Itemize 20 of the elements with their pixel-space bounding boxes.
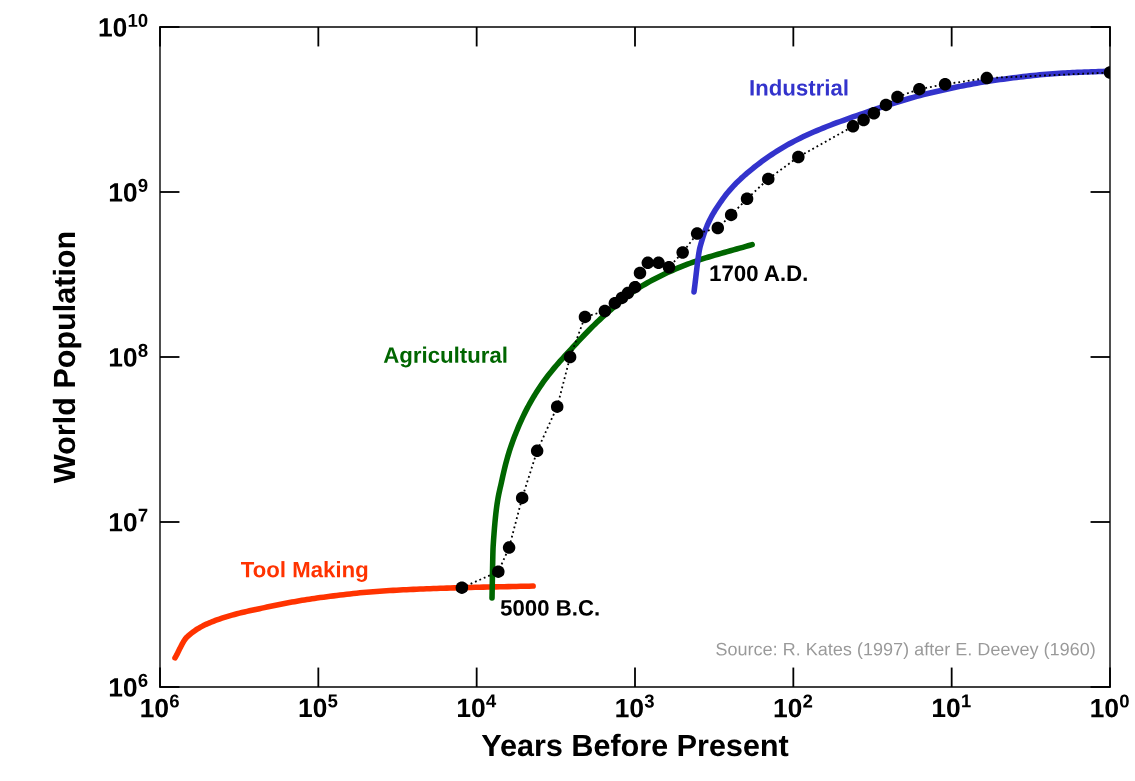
- annotation: 5000 B.C.: [500, 600, 599, 616]
- y-tick-label: 10$^{6}$: [109, 673, 148, 697]
- x-tick-label: 10$^{1}$: [933, 694, 971, 718]
- x-tick-label: 10$^{4}$: [458, 694, 497, 718]
- x-tick-label: 10$^{6}$: [141, 694, 179, 718]
- series-label: Tool Making: [241, 561, 368, 582]
- x-tick-label: 10$^{5}$: [299, 694, 338, 718]
- series-label: Agricultural: [383, 346, 507, 368]
- x-axis-title: Years Before Present: [481, 733, 789, 757]
- y-tick-label: 10$^{9}$: [109, 178, 148, 202]
- annotation: 1700 A.D.: [710, 265, 807, 282]
- y-tick-label: 10$^{8}$: [109, 343, 148, 367]
- y-tick-label: 10$^{7}$: [109, 508, 148, 532]
- annotation: Source: R. Kates (1997) after E. Deevey (1960): [716, 642, 1095, 660]
- y-tick-label: 10$^{10}$: [99, 13, 148, 37]
- y-axis-title: World Population: [52, 232, 82, 484]
- x-tick-label: 10$^{0}$: [1091, 694, 1129, 718]
- x-tick-label: 10$^{3}$: [616, 694, 654, 718]
- series-label: Industrial: [750, 79, 848, 96]
- x-tick-label: 10$^{2}$: [774, 694, 813, 718]
